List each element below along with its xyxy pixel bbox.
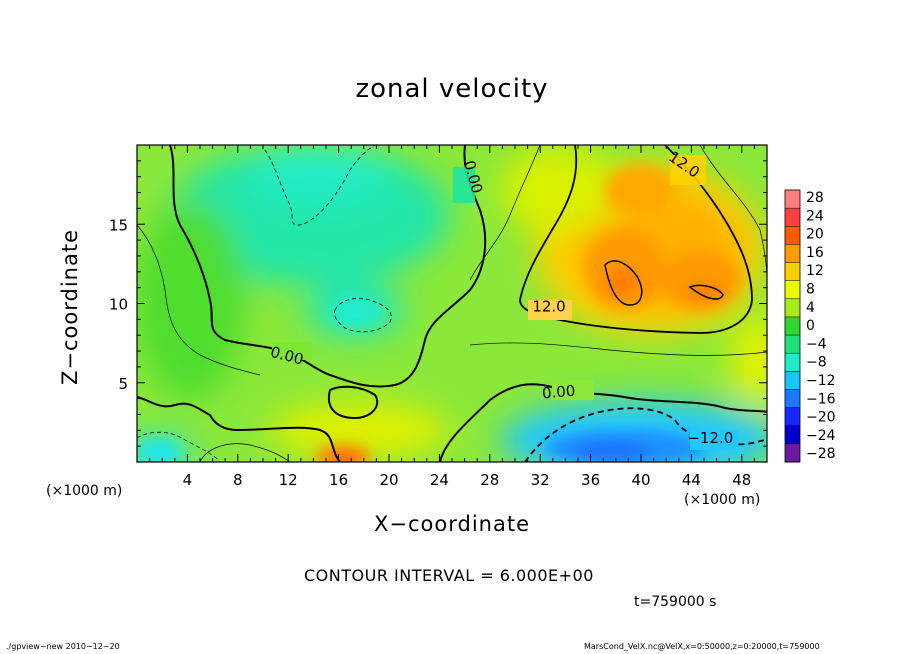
colorbar-swatch: [785, 407, 800, 427]
y-axis-title: Z−coordinate: [58, 229, 82, 385]
colorbar-label: −24: [806, 428, 836, 444]
time-stamp: t=759000 s: [634, 594, 717, 610]
colorbar-swatch: [785, 298, 800, 318]
colorbar-swatch: [785, 226, 800, 245]
region-left-green: [137, 200, 245, 400]
x-scale-note-left: (×1000 m): [46, 483, 123, 499]
colorbar-label: −4: [806, 336, 827, 352]
colorbar-label: 4: [806, 300, 815, 316]
colorbar-swatch: [785, 443, 800, 463]
x-scale-note-right: (×1000 m): [684, 492, 761, 508]
colorbar-label: 8: [806, 282, 815, 298]
x-tick-label: 24: [430, 471, 449, 489]
region-low-yellow: [270, 402, 450, 458]
contour-neg-six-west: [264, 145, 376, 226]
y-tick-labels: 5 10 15: [109, 216, 128, 393]
x-tick-label: 12: [279, 471, 298, 489]
contour-thin-surface: [469, 342, 767, 356]
contour-neg-six-surface: [137, 431, 221, 462]
colorbar-swatch: [785, 425, 800, 445]
x-tick-label: 20: [379, 471, 398, 489]
x-tick-label: 28: [480, 471, 499, 489]
region-mid-cyan: [330, 298, 380, 326]
contour-max-b: [688, 284, 724, 300]
contour-max-a: [604, 260, 643, 306]
region-right-yellow: [730, 315, 767, 405]
colorbar-swatch: [785, 316, 800, 336]
footer-source: MarsCond_VelX.nc@VelX,x=0:50000,z=0:2000…: [584, 642, 820, 651]
x-tick-label: 40: [631, 471, 650, 489]
field-colors: [137, 145, 767, 462]
colorbar-label: 24: [806, 208, 824, 224]
colorbar-swatch: [785, 353, 800, 372]
x-tick-label: 48: [732, 471, 751, 489]
x-tick-label: 36: [581, 471, 600, 489]
colorbar-swatch: [785, 280, 800, 300]
footer-command: ./gpview−new 2010−12−20: [6, 642, 120, 651]
region-left-cyan: [140, 440, 180, 462]
colorbar-label: 28: [806, 190, 824, 206]
colorbar-label: −20: [806, 410, 836, 426]
contour-label: −12.0: [687, 429, 733, 447]
x-tick-label: 8: [233, 471, 243, 489]
colorbar-label: −28: [806, 446, 836, 462]
colorbar-swatch: [785, 190, 800, 209]
colorbar: 28 24 20 16 12 8 4 0 −4 −8 −12 −16 −20 −24 −28: [784, 189, 836, 463]
region-surface-westerly: [315, 444, 371, 462]
contour-neg-six-mid: [334, 298, 392, 333]
contour-neg-twelve-surface: [524, 407, 767, 462]
y-tick-label: 5: [118, 375, 128, 393]
contour-thin-jet: [469, 145, 541, 281]
contour-interval-note: CONTOUR INTERVAL = 6.000E+00: [304, 566, 594, 585]
region-upper-yellow: [500, 145, 620, 235]
colorbar-swatch: [785, 371, 800, 390]
contour-zero-loop: [327, 385, 379, 420]
contour-thin-left: [137, 224, 261, 376]
colorbar-swatch: [785, 262, 800, 282]
colorbar-swatch: [785, 244, 800, 264]
region-max-a: [606, 268, 638, 296]
y-tick-label: 15: [109, 216, 128, 234]
contour-label: 0.00: [541, 382, 576, 403]
contour-twelve-jet: [519, 145, 753, 334]
x-tick-label: 32: [531, 471, 550, 489]
region-surface-deep-blue: [570, 442, 650, 462]
x-axis-title: X−coordinate: [374, 512, 530, 536]
colorbar-label: −8: [806, 355, 827, 371]
x-tick-labels: 4 8 12 16 20 24 28 32 36 40 44 48: [183, 471, 752, 489]
contour-zero-west: [169, 145, 487, 388]
colorbar-label: −12: [806, 373, 836, 389]
colorbar-label: 0: [806, 318, 815, 334]
colorbar-swatch: [785, 208, 800, 227]
colorbar-label: −16: [806, 391, 836, 407]
colorbar-label: 16: [806, 245, 824, 261]
x-tick-label: 4: [183, 471, 193, 489]
contour-thin-low: [199, 443, 291, 462]
colorbar-swatch: [785, 335, 800, 354]
contour-label: 12.0: [532, 297, 565, 315]
contour-thin-right: [699, 145, 767, 281]
contour-zero-low: [137, 396, 341, 462]
contour-label-backgrounds: [272, 155, 738, 450]
chart-title: zonal velocity: [355, 74, 549, 104]
region-west-easterly-core: [250, 145, 390, 205]
axis-ticks: [137, 145, 767, 462]
colorbar-label: 12: [806, 263, 824, 279]
colorbar-swatch: [785, 389, 800, 409]
region-jet-core-b: [660, 250, 740, 310]
y-tick-label: 10: [109, 296, 128, 314]
colorbar-label: 20: [806, 227, 824, 243]
region-jet-core-top: [605, 165, 675, 215]
x-tick-label: 44: [682, 471, 701, 489]
x-tick-label: 16: [329, 471, 348, 489]
